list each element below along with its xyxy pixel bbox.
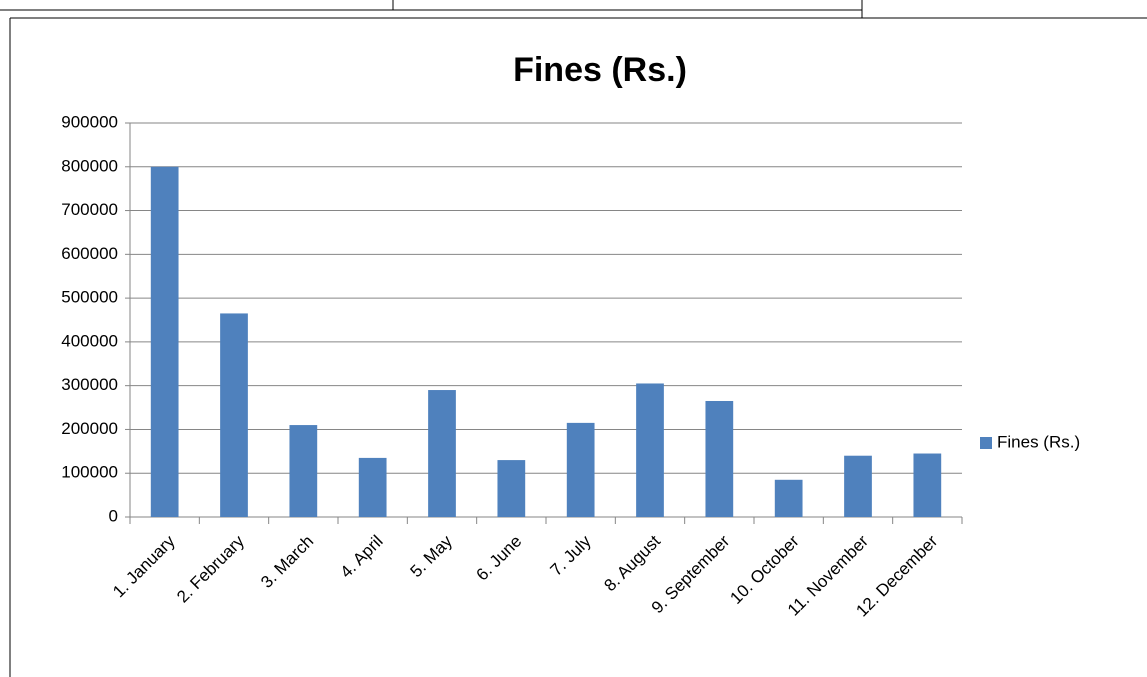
y-tick-label: 300000: [61, 375, 118, 394]
x-tick-label: 1. January: [109, 531, 179, 601]
bar: [774, 479, 803, 517]
x-tick-label: 10. October: [726, 531, 802, 607]
y-tick-label: 500000: [61, 288, 118, 307]
bar: [497, 460, 526, 517]
x-tick-label: 3. March: [257, 532, 317, 592]
y-tick-label: 800000: [61, 156, 118, 175]
bar: [358, 457, 387, 517]
y-tick-label: 200000: [61, 419, 118, 438]
x-tick-label: 2. February: [173, 531, 248, 606]
legend-swatch: [980, 437, 992, 449]
chart-title: Fines (Rs.): [513, 51, 687, 89]
bar: [428, 390, 456, 517]
y-tick-label: 100000: [61, 463, 118, 482]
bar: [636, 383, 664, 517]
bar: [705, 400, 734, 517]
y-tick-label: 700000: [61, 200, 118, 219]
x-tick-label: 7. July: [546, 531, 595, 580]
bar: [913, 453, 942, 517]
y-tick-label: 400000: [61, 331, 118, 350]
y-tick-label: 600000: [61, 244, 118, 263]
y-tick-label: 900000: [61, 112, 118, 131]
x-tick-label: 5. May: [406, 531, 456, 581]
x-tick-label: 8. August: [600, 531, 664, 595]
legend-label: Fines (Rs.): [997, 432, 1080, 451]
bar: [150, 166, 179, 517]
y-tick-label: 0: [109, 506, 118, 525]
x-tick-label: 4. April: [336, 532, 386, 582]
bar: [844, 455, 872, 517]
bar: [289, 425, 318, 517]
bar: [220, 313, 248, 517]
bar: [566, 422, 595, 517]
x-tick-label: 6. June: [472, 532, 525, 585]
